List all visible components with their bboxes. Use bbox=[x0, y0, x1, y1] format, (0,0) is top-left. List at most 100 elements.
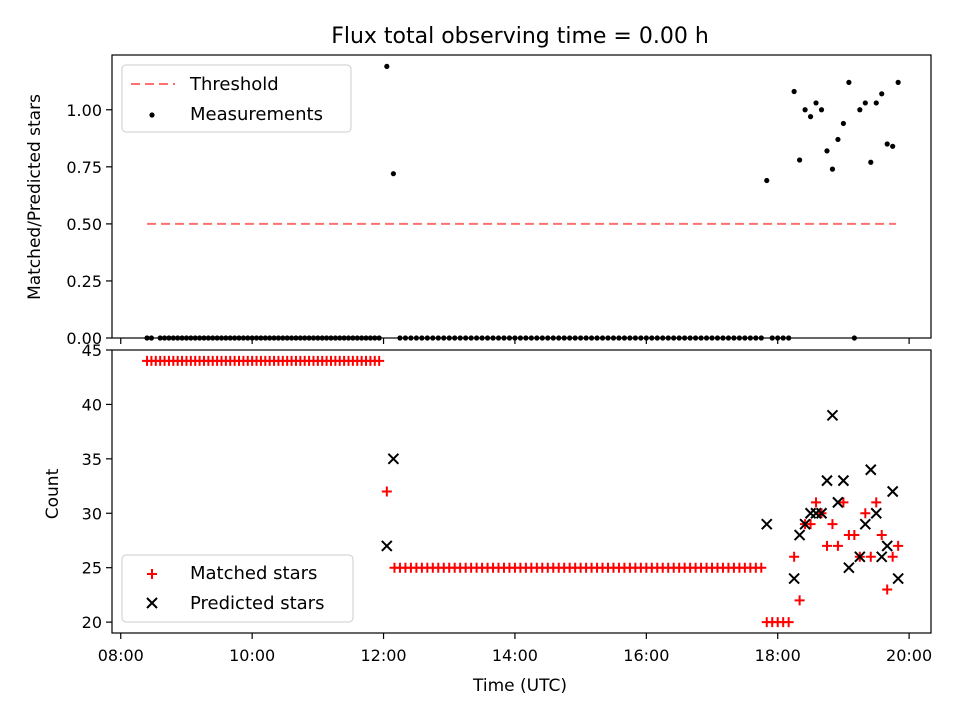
bottom-x-ticks: 08:00 10:00 12:00 14:00 16:00 18:00 20:00 bbox=[98, 633, 932, 665]
predicted-star-point bbox=[843, 561, 855, 574]
bottom-legend: Matched stars Predicted stars bbox=[121, 554, 354, 623]
bottom-y-tick-label: 30 bbox=[82, 504, 102, 523]
legend-matched-swatch bbox=[147, 569, 157, 579]
measurement-point bbox=[835, 136, 841, 143]
x-tick-label: 20:00 bbox=[886, 646, 932, 665]
matched-stars-points bbox=[142, 355, 904, 628]
x-tick-label: 10:00 bbox=[229, 646, 275, 665]
top-y-tick-label: 0.00 bbox=[66, 329, 102, 348]
predicted-star-point bbox=[886, 485, 899, 498]
measurement-point bbox=[840, 120, 847, 127]
legend-measurements-swatch bbox=[149, 112, 155, 118]
bottom-panel: 20 25 30 35 40 45 Count 08:00 10:00 12:00 14:00 1… bbox=[43, 341, 932, 696]
predicted-star-point bbox=[793, 529, 806, 541]
measurement-point bbox=[829, 166, 836, 172]
matched-star-point bbox=[756, 562, 767, 573]
predicted-star-point bbox=[854, 551, 866, 563]
bottom-y-ticks: 20 25 30 35 40 45 bbox=[82, 341, 112, 632]
x-axis-label: Time (UTC) bbox=[472, 676, 567, 696]
chart-title: Flux total observing time = 0.00 h bbox=[331, 24, 709, 49]
matched-star-point bbox=[827, 519, 838, 530]
matched-star-point bbox=[821, 540, 832, 551]
predicted-star-point bbox=[881, 540, 893, 552]
predicted-star-point bbox=[859, 518, 872, 530]
top-legend: Threshold Measurements bbox=[121, 64, 352, 133]
predicted-star-point bbox=[387, 453, 400, 465]
matched-star-point bbox=[783, 617, 794, 628]
predicted-star-point bbox=[826, 409, 839, 422]
predicted-star-point bbox=[876, 551, 888, 563]
measurement-point bbox=[802, 107, 808, 113]
matched-star-point bbox=[381, 486, 392, 497]
measurement-point bbox=[824, 148, 830, 154]
top-y-axis-label: Matched/Predicted stars bbox=[25, 94, 45, 300]
measurement-point bbox=[879, 91, 885, 97]
measurement-point bbox=[797, 157, 803, 163]
matched-star-point bbox=[811, 497, 822, 508]
predicted-stars-points bbox=[381, 409, 904, 585]
measurement-point bbox=[884, 141, 890, 147]
bottom-y-tick-label: 25 bbox=[82, 559, 102, 578]
top-x-ticks bbox=[120, 338, 910, 344]
top-legend-box bbox=[121, 64, 352, 133]
matched-star-point bbox=[887, 551, 898, 562]
measurement-point bbox=[390, 171, 396, 177]
measurement-point bbox=[890, 143, 896, 149]
predicted-star-point bbox=[815, 507, 828, 519]
measurement-point bbox=[813, 100, 819, 106]
bottom-y-tick-label: 20 bbox=[82, 613, 102, 632]
legend-measurements-label: Measurements bbox=[190, 104, 323, 125]
measurement-point bbox=[791, 88, 797, 95]
measurement-point bbox=[895, 79, 901, 85]
matched-star-point bbox=[805, 519, 816, 530]
predicted-star-point bbox=[870, 507, 882, 519]
predicted-star-point bbox=[381, 540, 393, 552]
matched-star-point bbox=[832, 540, 843, 551]
measurement-point bbox=[873, 100, 879, 106]
bottom-legend-box bbox=[121, 554, 354, 623]
bottom-y-axis-label: Count bbox=[43, 468, 63, 519]
measurement-point bbox=[764, 177, 770, 184]
measurement-point bbox=[857, 107, 863, 113]
predicted-star-point bbox=[865, 464, 877, 476]
x-tick-label: 16:00 bbox=[623, 646, 669, 665]
matched-star-point bbox=[871, 497, 882, 508]
predicted-star-point bbox=[799, 518, 811, 530]
predicted-star-point bbox=[837, 474, 850, 487]
matched-star-point bbox=[893, 540, 904, 551]
bottom-y-tick-label: 40 bbox=[82, 395, 102, 414]
measurement-point bbox=[846, 79, 852, 85]
matched-star-point bbox=[794, 595, 805, 606]
bottom-y-tick-label: 35 bbox=[82, 450, 102, 469]
matched-star-point bbox=[849, 530, 860, 541]
top-y-tick-label: 0.50 bbox=[66, 215, 102, 234]
measurement-point bbox=[868, 159, 874, 165]
measurement-point bbox=[818, 107, 825, 113]
matched-star-point bbox=[789, 551, 800, 562]
top-axes-frame bbox=[111, 54, 932, 339]
legend-threshold-label: Threshold bbox=[189, 74, 279, 95]
matched-star-point bbox=[838, 497, 849, 508]
legend-matched-label: Matched stars bbox=[190, 563, 317, 584]
top-panel: 0.00 0.25 0.50 0.75 1.00 Matched/Predicted s… bbox=[25, 54, 932, 348]
predicted-star-point bbox=[788, 572, 800, 585]
x-tick-label: 08:00 bbox=[98, 646, 144, 665]
predicted-star-point bbox=[832, 496, 844, 509]
legend-predicted-label: Predicted stars bbox=[190, 593, 324, 614]
top-y-tick-label: 1.00 bbox=[66, 101, 102, 120]
predicted-star-point bbox=[892, 572, 904, 585]
legend-predicted-swatch bbox=[146, 597, 158, 609]
predicted-star-point bbox=[761, 518, 773, 530]
matched-star-point bbox=[876, 530, 887, 541]
predicted-star-point bbox=[821, 474, 833, 487]
x-tick-label: 18:00 bbox=[755, 646, 801, 665]
bottom-axes-frame bbox=[111, 349, 932, 634]
measurement-point bbox=[384, 63, 390, 70]
matched-star-point bbox=[882, 584, 893, 595]
bottom-y-tick-label: 45 bbox=[82, 341, 102, 360]
x-tick-label: 12:00 bbox=[360, 646, 406, 665]
top-y-ticks: 0.00 0.25 0.50 0.75 1.00 bbox=[66, 101, 112, 348]
measurement-point bbox=[862, 100, 868, 106]
matched-star-point bbox=[374, 355, 385, 366]
